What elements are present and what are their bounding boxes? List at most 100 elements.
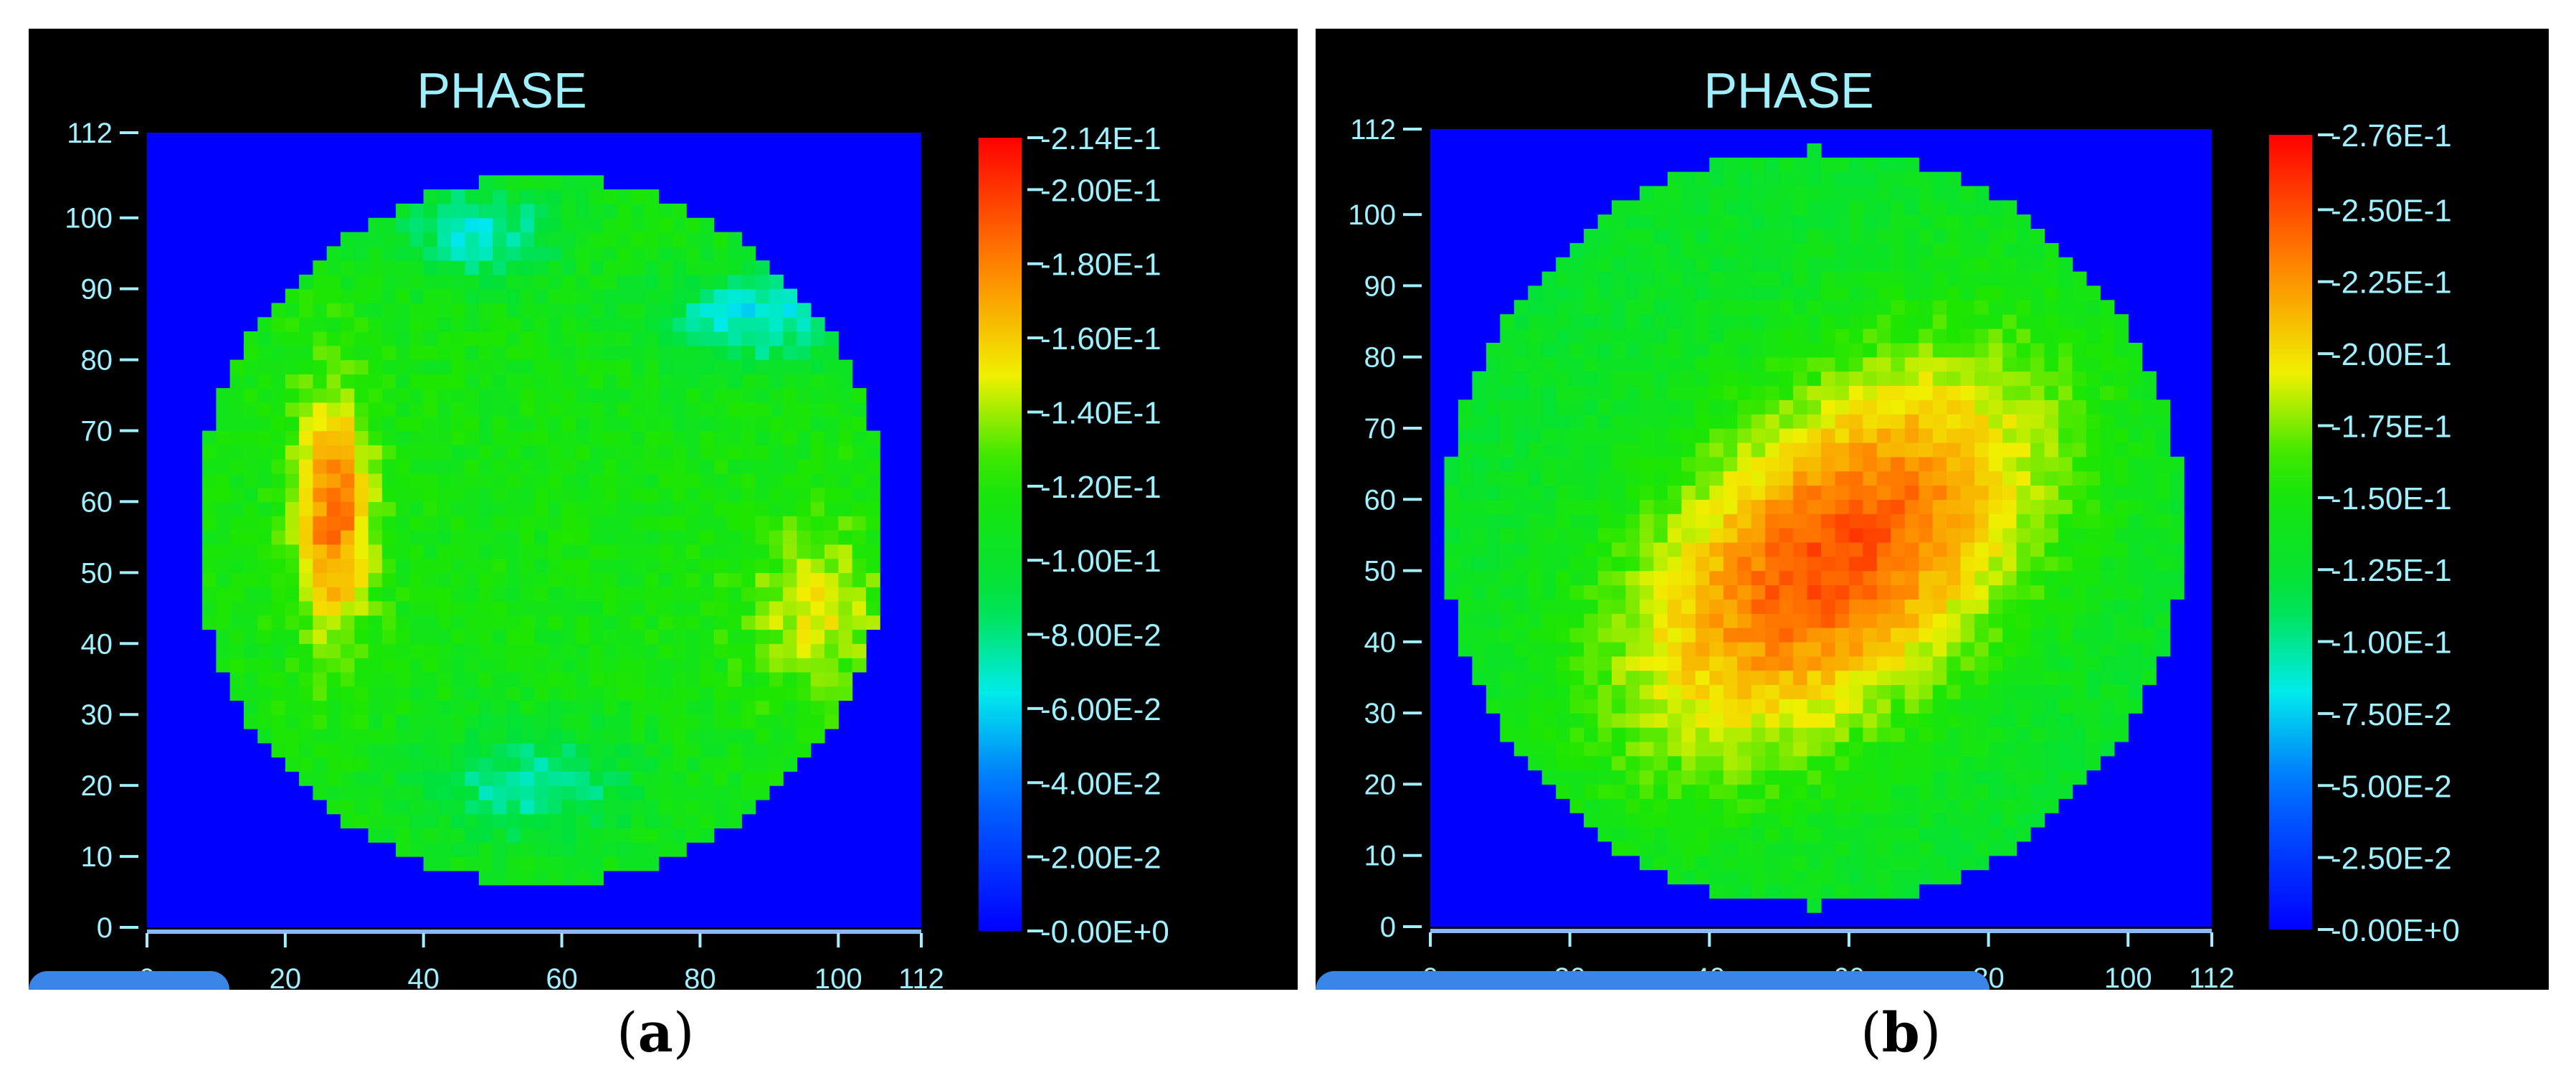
heatmap-cell [534, 217, 548, 233]
heatmap-cell [1807, 556, 1822, 572]
heatmap-cell [493, 345, 507, 361]
y-tick-label: 100 [65, 203, 113, 235]
heatmap-cell [381, 317, 396, 332]
heatmap-cell [285, 473, 300, 488]
heatmap-cell [2128, 514, 2143, 529]
heatmap-cell [1584, 613, 1599, 628]
heatmap-cell [409, 757, 424, 772]
heatmap-cell [1779, 585, 1794, 600]
heatmap-cell [1891, 300, 1906, 315]
heatmap-cell [423, 671, 438, 687]
heatmap-cell [548, 388, 563, 403]
heatmap-cell [520, 742, 535, 758]
heatmap-cell [520, 388, 535, 403]
heatmap-cell [1793, 271, 1808, 287]
heatmap-cell [229, 643, 244, 658]
heatmap-cell [437, 402, 452, 417]
heatmap-cell [244, 445, 258, 460]
heatmap-cell [1500, 641, 1515, 657]
heatmap-cell [1695, 428, 1710, 443]
heatmap-cell [1960, 798, 1975, 813]
heatmap-cell [2058, 784, 2073, 799]
heatmap-cell [354, 799, 369, 815]
heatmap-cell [1486, 585, 1501, 600]
heatmap-cell [561, 303, 576, 318]
heatmap-cell [1835, 342, 1850, 358]
heatmap-cell [381, 643, 396, 658]
heatmap-cell [313, 785, 328, 800]
heatmap-cell [645, 629, 660, 644]
heatmap-cell [783, 331, 797, 346]
heatmap-cell [1653, 356, 1668, 372]
heatmap-cell [341, 771, 355, 786]
heatmap-cell [1751, 214, 1766, 230]
heatmap-cell [561, 587, 576, 602]
heatmap-cell [1779, 813, 1794, 828]
heatmap-cell [478, 856, 493, 871]
heatmap-cell [1569, 670, 1584, 686]
heatmap-cell [1681, 171, 1696, 187]
heatmap-cell [2086, 385, 2101, 400]
heatmap-cell [1974, 257, 1990, 273]
heatmap-cell [299, 658, 313, 673]
heatmap-cell [1640, 186, 1655, 201]
heatmap-cell [2002, 314, 2017, 329]
heatmap-cell [603, 473, 618, 488]
heatmap-cell [437, 729, 452, 744]
heatmap-cell [1569, 342, 1584, 358]
y-tick-label: 0 [97, 912, 113, 944]
heatmap-cell [2156, 414, 2171, 429]
heatmap-cell [465, 558, 480, 573]
heatmap-cell [769, 544, 784, 559]
heatmap-cell [2086, 314, 2101, 329]
heatmap-cell [1597, 328, 1612, 344]
heatmap-cell [520, 700, 535, 715]
heatmap-cell [1569, 613, 1584, 628]
heatmap-cell [1472, 628, 1487, 643]
heatmap-cell [603, 729, 618, 744]
heatmap-cell [2044, 356, 2059, 372]
heatmap-cell [2142, 385, 2157, 400]
heatmap-cell [824, 331, 839, 346]
heatmap-cell [534, 402, 548, 417]
heatmap-cell [1556, 371, 1571, 387]
heatmap-cell [1625, 371, 1640, 387]
heatmap-cell [1848, 713, 1863, 728]
heatmap-cell [1863, 869, 1878, 885]
heatmap-cell [561, 828, 576, 843]
heatmap-cell [658, 345, 673, 361]
heatmap-cell [769, 359, 784, 374]
heatmap-cell [645, 317, 660, 332]
heatmap-cell [285, 445, 300, 460]
heatmap-cell [1848, 641, 1863, 657]
heatmap-cell [2030, 813, 2045, 828]
heatmap-cell [1863, 599, 1878, 614]
heatmap-cell [2016, 628, 2031, 643]
heatmap-cell [1751, 371, 1766, 387]
heatmap-cell [244, 587, 258, 602]
heatmap-cell [534, 501, 548, 516]
heatmap-cell [548, 501, 563, 516]
heatmap-cell [1528, 485, 1543, 500]
heatmap-cell [631, 530, 645, 545]
heatmap-cell [437, 714, 452, 729]
heatmap-cell [713, 374, 728, 389]
heatmap-cell [631, 246, 645, 261]
heatmap-cell [1667, 670, 1682, 686]
heatmap-cell [506, 274, 521, 290]
heatmap-cell [1988, 556, 2003, 572]
heatmap-cell [1458, 456, 1473, 472]
heatmap-cell [1919, 342, 1934, 358]
heatmap-cell [216, 587, 231, 602]
heatmap-cell [368, 587, 383, 602]
heatmap-cell [561, 700, 576, 715]
heatmap-cell [271, 615, 286, 630]
heatmap-cell [1835, 670, 1850, 686]
heatmap-cell [465, 742, 480, 758]
heatmap-cell [381, 459, 396, 474]
heatmap-cell [1821, 514, 1836, 529]
heatmap-cell [1821, 827, 1836, 842]
heatmap-cell [741, 572, 756, 587]
heatmap-cell [755, 544, 770, 559]
heatmap-cell [1835, 414, 1850, 429]
